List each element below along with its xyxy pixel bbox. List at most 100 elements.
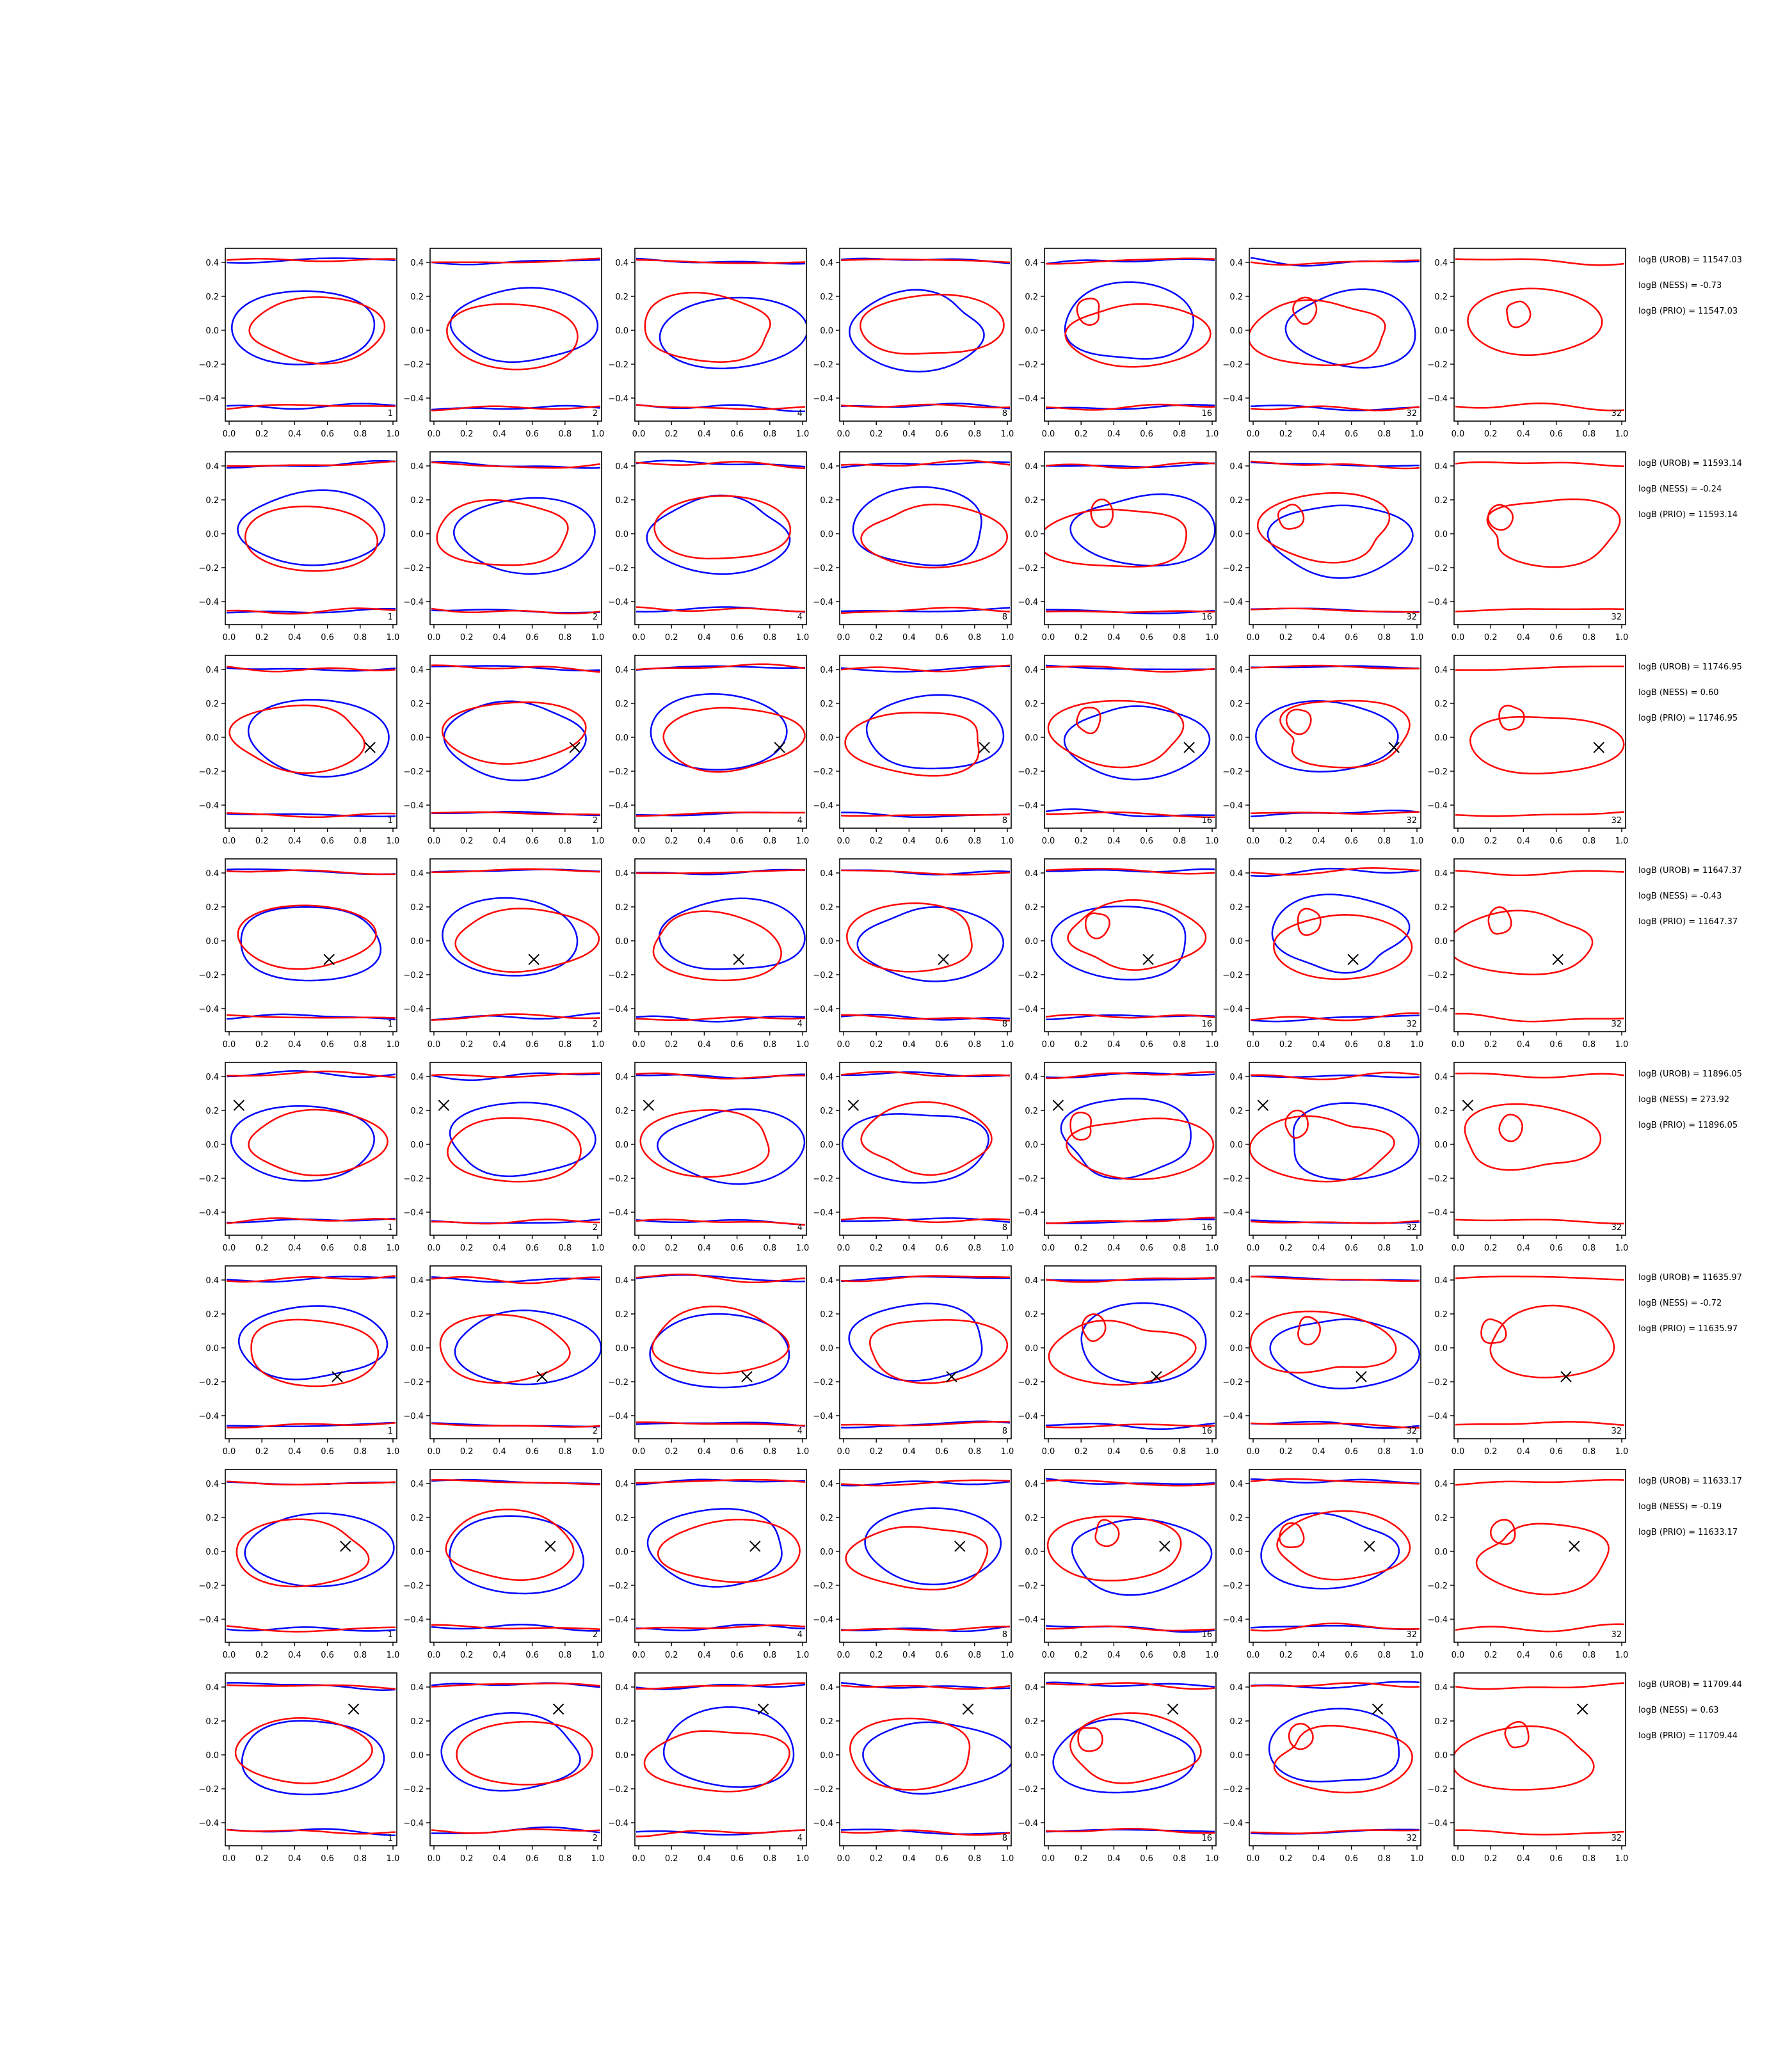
x-tick-label: 1.0 [387,1040,400,1050]
contour-b-outer-bottom [840,1626,1010,1631]
contour-b-outer-top [1046,1071,1215,1080]
contour-b [445,1508,575,1581]
x-tick-label: 0.4 [902,633,916,643]
contour-b-outer-top [226,666,396,673]
contour-b-outer-bottom [636,812,805,817]
panel: 0.0 0.2 0.4 0.6 0.8 1.0 0.4 0.2 0.0 −0.2 −0.4 2 [403,248,604,439]
panel: 0.0 0.2 0.4 0.6 0.8 1.0 0.4 0.2 0.0 −0.2 −0.4 32 [1222,858,1423,1050]
y-tick-label: −0.2 [608,360,628,370]
panel: 0.0 0.2 0.4 0.6 0.8 1.0 0.4 0.2 0.0 −0.2 −0.4 32 [1222,1672,1423,1864]
y-tick-label: −0.4 [1427,801,1448,811]
axes-frame [1249,248,1421,422]
marker-x [1151,1371,1162,1382]
x-tick-label: 0.2 [1075,429,1088,439]
contour-area [1250,867,1420,1023]
panel-label: 32 [1406,409,1417,419]
row-3: 0.0 0.2 0.4 0.6 0.8 1.00.40.20.0−0.2−0.410.0 0… [198,655,1742,846]
contour-b-outer-top [431,257,601,264]
y-tick-label: −0.4 [813,1819,833,1828]
x-tick-label: 0.4 [493,836,506,846]
x-tick-label: 0.6 [1549,1040,1563,1050]
y-tick-label: −0.2 [403,564,424,573]
y-tick-label: 0.4 [410,1073,424,1082]
contour-area [1455,461,1625,612]
axes-frame [1453,1469,1626,1643]
y-tick-label: 0.2 [1229,1310,1243,1320]
y-tick-label: 0.2 [615,1107,628,1116]
y-tick-label: 0.4 [1229,1480,1243,1489]
contour-area [226,1275,396,1429]
x-tick-label: 0.0 [1247,1244,1260,1253]
contour-a-outer-bottom [1045,808,1215,817]
axes-frame [1044,858,1217,1032]
x-tick-label: 0.4 [902,1447,916,1457]
x-tick-label: 0.2 [1484,1854,1498,1864]
x-tick-label: 0.4 [1107,633,1121,643]
panel-label: 1 [388,409,393,419]
panel: 0.0 0.2 0.4 0.6 0.8 1.0 0.4 0.2 0.0 −0.2 −0.4 2 [403,1265,604,1457]
x-tick-label: 0.0 [223,836,236,846]
y-tick-label: −0.4 [1222,1208,1243,1218]
panel-label: 8 [1002,816,1007,826]
x-tick-label: 0.0 [1042,633,1055,643]
x-tick-label: 0.4 [1312,1854,1325,1864]
x-tick-label: 0.0 [428,1040,441,1050]
panel-label: 2 [593,1834,598,1843]
panel: 0.0 0.2 0.4 0.6 0.8 1.0 0.4 0.2 0.0 −0.2 −0.4 8 [813,248,1014,439]
y-tick-label: 0.0 [1434,1548,1448,1557]
panel: 0.0 0.2 0.4 0.6 0.8 1.0 0.4 0.2 0.0 −0.2 −0.4 4 [608,1469,809,1660]
y-tick-label: −0.2 [403,1174,424,1184]
y-tick-label: −0.4 [1018,1208,1038,1218]
contour-a [1284,288,1416,369]
x-tick-label: 0.8 [1172,429,1186,439]
y-tick-label: −0.2 [403,767,424,777]
contour-b-outer-top [840,1071,1011,1078]
panel: 0.0 0.2 0.4 0.6 0.8 1.0 0.4 0.2 0.0 −0.2 −0.4 32 [1427,1265,1628,1457]
y-tick-label: −0.4 [198,1819,219,1828]
marker-x [954,1540,966,1552]
x-tick-label: 1.0 [1206,1447,1219,1457]
contour-b [447,1117,582,1183]
y-tick-label: −0.4 [1427,1208,1448,1218]
contour-area [840,1071,1011,1223]
contour-b-outer-top [636,663,806,671]
axes-frame [1453,655,1626,829]
axes-frame [634,655,807,829]
y-tick-label: −0.2 [1222,767,1243,777]
x-tick-label: 0.6 [525,429,539,439]
contour-a [231,290,376,365]
x-tick-label: 0.8 [1582,1854,1596,1864]
contour-area [636,1273,806,1427]
contour-a-outer-bottom [431,1624,601,1632]
x-tick-label: 0.0 [1247,1447,1260,1457]
y-tick-label: −0.4 [198,1412,219,1421]
panel: 0.0 0.2 0.4 0.6 0.8 1.0 0.4 0.2 0.0 −0.2 −0.4 4 [608,655,809,846]
panel: 0.0 0.2 0.4 0.6 0.8 1.0 0.4 0.2 0.0 −0.2 −0.4 8 [813,858,1014,1050]
y-tick-label: −0.2 [1427,1581,1448,1591]
x-tick-label: 0.2 [460,1244,474,1253]
contour-b [644,291,771,363]
y-tick-label: −0.4 [608,1615,628,1625]
x-tick-label: 0.4 [1517,1040,1530,1050]
y-tick-label: 0.0 [1434,1344,1448,1354]
contour-area [1454,870,1625,1023]
x-tick-label: 1.0 [1411,429,1424,439]
panel: 0.0 0.2 0.4 0.6 0.8 1.0 0.4 0.2 0.0 −0.2 −0.4 32 [1222,451,1423,643]
contour-b-outer-top [1455,665,1624,671]
y-tick-label: 0.2 [1229,292,1243,302]
panel: 0.0 0.2 0.4 0.6 0.8 1.0 0.4 0.2 0.0 −0.2 −0.4 16 [1018,1062,1219,1253]
y-tick-label: −0.4 [403,801,424,811]
contour-a [1060,1098,1192,1180]
marker-x [1462,1100,1474,1111]
x-tick-label: 0.4 [1107,836,1121,846]
x-tick-label: 0.0 [1042,836,1055,846]
x-tick-label: 1.0 [1001,1040,1014,1050]
y-tick-label: 0.2 [615,1310,628,1320]
contour-b-outer-top [1250,460,1420,470]
x-tick-label: 0.8 [763,1447,776,1457]
axes-frame [634,858,807,1032]
x-tick-label: 1.0 [796,836,810,846]
x-tick-label: 0.2 [1075,1040,1088,1050]
x-tick-label: 0.0 [1247,633,1260,643]
contour-a [849,289,985,372]
